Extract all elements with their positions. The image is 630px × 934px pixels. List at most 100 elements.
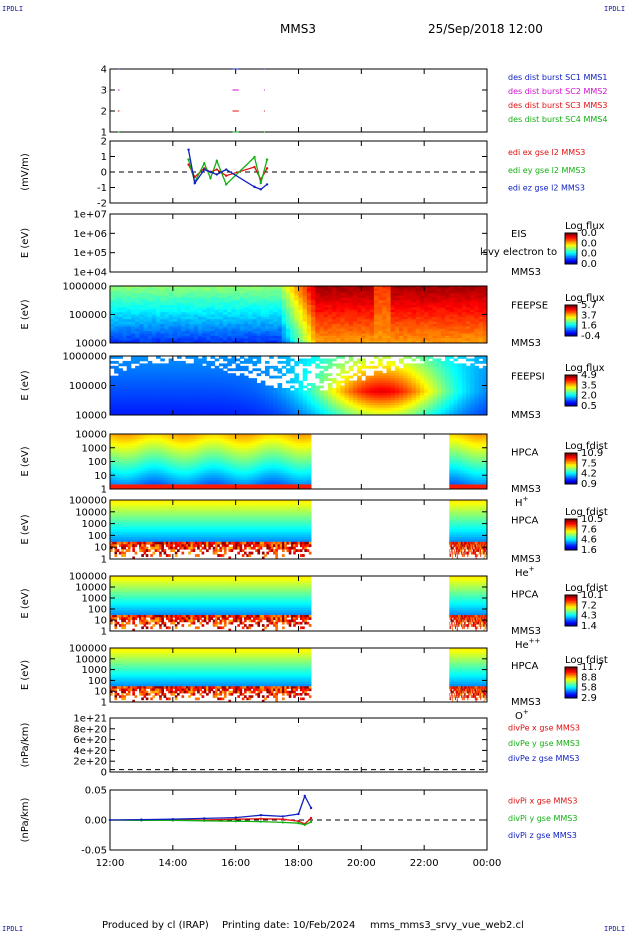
heatmap-cell	[440, 324, 446, 327]
colorbar-cell	[565, 399, 577, 402]
heatmap-cell	[244, 338, 249, 342]
heatmap-cell	[269, 314, 274, 318]
heatmap-cell	[172, 319, 178, 323]
heatmap-cell	[132, 440, 135, 444]
heatmap-cell	[394, 400, 400, 404]
heatmap-cell	[382, 410, 387, 413]
heatmap-cell	[340, 385, 345, 389]
heatmap-cell	[424, 373, 429, 377]
heatmap-cell	[470, 309, 475, 313]
heatmap-cell	[147, 397, 153, 401]
heatmap-cell	[457, 340, 463, 344]
heatmap-cell	[239, 407, 245, 411]
heatmap-cell	[327, 290, 333, 294]
heatmap-cell	[145, 463, 149, 467]
heatmap-cell	[344, 324, 350, 327]
heatmap-cell	[193, 297, 199, 301]
heatmap-cell	[163, 475, 167, 478]
colorbar-cell	[565, 322, 577, 324]
heatmap-cell	[386, 387, 392, 391]
heatmap-cell	[382, 397, 387, 401]
heatmap-cell	[436, 390, 442, 394]
heatmap-cell	[428, 300, 433, 304]
heatmap-cell	[298, 328, 304, 332]
colorbar-cell	[565, 331, 577, 334]
heatmap-cell	[185, 333, 190, 337]
heatmap-cell	[168, 312, 174, 315]
heatmap-cell	[424, 358, 429, 362]
heatmap-cell	[156, 383, 161, 386]
heatmap-cell	[139, 314, 144, 318]
heatmap-cell	[298, 360, 304, 364]
heatmap-cell	[114, 326, 119, 330]
heatmap-cell	[478, 295, 484, 299]
heatmap-cell	[202, 312, 207, 315]
heatmap-cell	[432, 293, 438, 296]
heatmap-cell	[470, 373, 475, 377]
heatmap-cell	[294, 293, 299, 296]
heatmap-cell	[357, 309, 362, 313]
heatmap-cell	[411, 328, 417, 332]
heatmap-cell	[136, 459, 140, 462]
heatmap-cell	[336, 365, 341, 369]
heatmap-cell	[156, 363, 161, 367]
heatmap-cell	[315, 338, 320, 342]
heatmap-cell	[482, 397, 488, 401]
heatmap-cell	[344, 407, 350, 411]
heatmap-cell	[482, 370, 488, 374]
heatmap-cell	[114, 302, 119, 306]
heatmap-cell	[445, 335, 450, 339]
heatmap-cell	[352, 290, 358, 294]
heatmap-cell	[394, 405, 400, 409]
heatmap-cell	[461, 340, 467, 344]
heatmap-cell	[457, 385, 463, 389]
heatmap-cell	[147, 447, 151, 451]
heatmap-cell	[419, 319, 425, 323]
heatmap-cell	[154, 472, 158, 476]
heatmap-cell	[231, 335, 237, 339]
heatmap-cell	[235, 305, 241, 308]
heatmap-cell	[474, 333, 480, 337]
heatmap-cell	[160, 375, 165, 379]
heatmap-cell	[160, 314, 165, 318]
heatmap-cell	[294, 340, 299, 344]
heatmap-cell	[139, 443, 142, 446]
heatmap-cell	[235, 397, 241, 401]
heatmap-cell	[466, 324, 471, 327]
heatmap-cell	[373, 286, 379, 289]
heatmap-cell	[323, 302, 329, 306]
heatmap-cell	[165, 463, 169, 467]
heatmap-cell	[298, 387, 304, 391]
heatmap-cell	[118, 297, 123, 301]
heatmap-cell	[470, 375, 475, 379]
heatmap-cell	[127, 438, 131, 442]
heatmap-cell	[235, 365, 241, 369]
heatmap-cell	[478, 412, 484, 416]
heatmap-cell	[252, 340, 258, 344]
heatmap-cell	[218, 340, 224, 344]
heatmap-cell	[127, 477, 131, 481]
heatmap-cell	[323, 358, 329, 362]
heatmap-cell	[185, 387, 190, 391]
heatmap-cell	[114, 459, 118, 462]
series-point	[265, 183, 269, 186]
heatmap-cell	[428, 312, 433, 315]
heatmap-cell	[165, 454, 169, 458]
heatmap-cell	[185, 363, 190, 367]
heatmap-cell	[244, 405, 249, 409]
heatmap-cell	[116, 463, 120, 467]
heatmap-cell	[126, 328, 132, 332]
heatmap-cell	[428, 383, 433, 386]
heatmap-cell	[407, 331, 412, 334]
heatmap-cell	[170, 436, 173, 439]
heatmap-cell	[152, 454, 156, 458]
heatmap-cell	[210, 340, 216, 344]
heatmap-cell	[206, 385, 211, 389]
heatmap-cell	[163, 450, 167, 453]
heatmap-cell	[315, 309, 320, 313]
heatmap-cell	[386, 340, 392, 344]
heatmap-cell	[177, 326, 182, 330]
heatmap-cell	[315, 358, 320, 362]
heatmap-cell	[352, 286, 358, 289]
heatmap-cell	[177, 314, 182, 318]
